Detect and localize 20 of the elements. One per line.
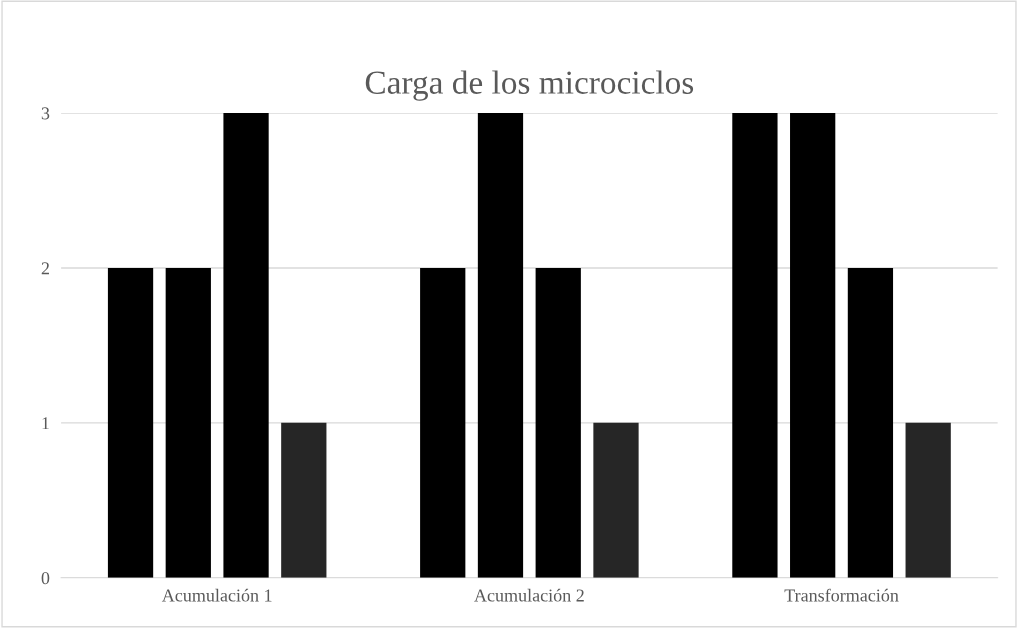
chart-title: Carga de los microciclos bbox=[365, 70, 694, 101]
bar bbox=[420, 267, 466, 578]
bar bbox=[593, 422, 639, 578]
bar bbox=[790, 113, 836, 578]
bar bbox=[732, 113, 778, 578]
bar bbox=[281, 422, 327, 578]
x-tick-label: Transformación bbox=[784, 588, 899, 602]
bar bbox=[905, 422, 951, 578]
bar bbox=[165, 267, 211, 578]
x-tick-label: Acumulación 1 bbox=[161, 588, 272, 602]
y-tick-label: 1 bbox=[42, 417, 49, 430]
y-tick-label: 3 bbox=[41, 107, 50, 120]
bar bbox=[847, 267, 894, 578]
bar bbox=[535, 267, 581, 578]
x-tick-label: Acumulación 2 bbox=[474, 588, 584, 602]
y-tick-label: 0 bbox=[41, 572, 50, 585]
y-tick-label: 2 bbox=[41, 262, 49, 275]
bar bbox=[107, 267, 154, 578]
bar bbox=[223, 113, 269, 578]
bar bbox=[477, 113, 524, 578]
